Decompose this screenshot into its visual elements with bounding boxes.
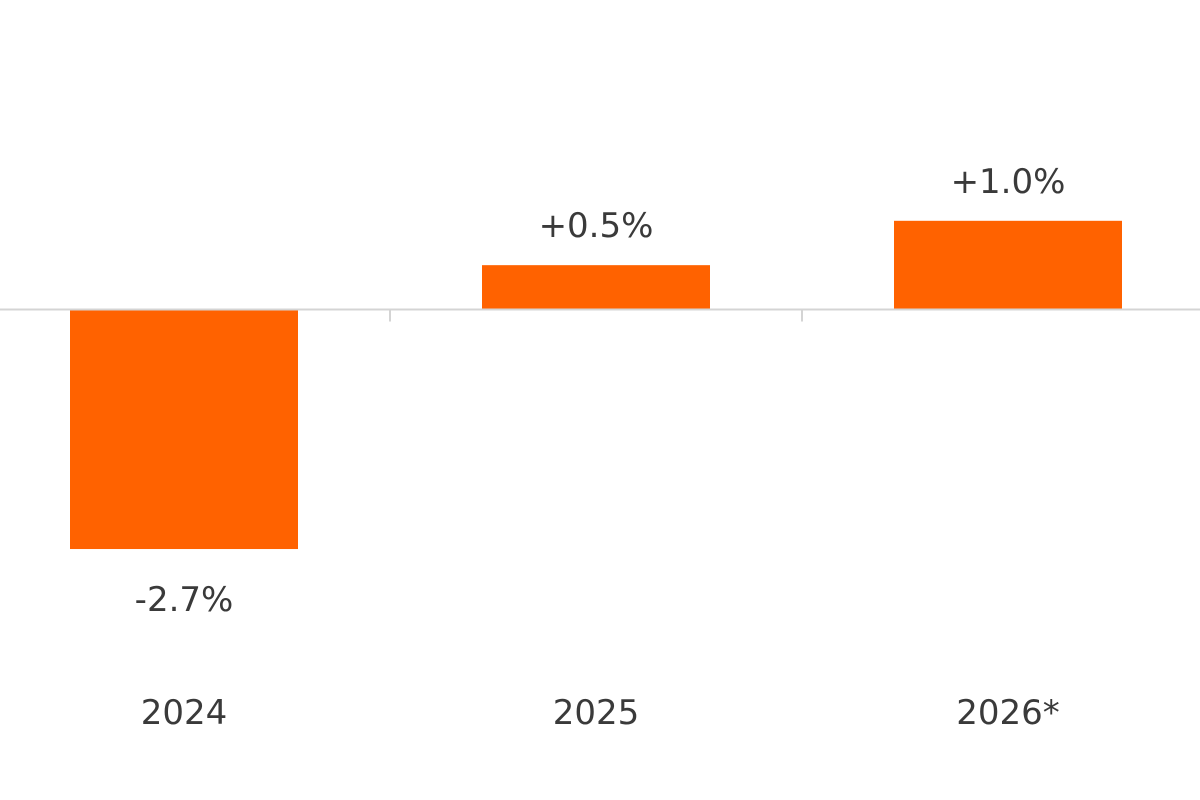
x-tick-label: 2025 bbox=[553, 693, 640, 733]
x-tick-labels-layer: 2024 2025 2026* bbox=[141, 693, 1060, 733]
axis-layer bbox=[0, 308, 1200, 322]
x-tick-label: 2024 bbox=[141, 693, 228, 733]
bar-2024 bbox=[70, 309, 298, 550]
data-label: +1.0% bbox=[951, 162, 1066, 202]
bar-2026 bbox=[894, 220, 1122, 310]
data-label: -2.7% bbox=[135, 580, 234, 620]
value-labels-layer: -2.7% +0.5% +1.0% bbox=[135, 162, 1066, 620]
x-tick-label: 2026* bbox=[956, 693, 1060, 733]
bars-layer bbox=[70, 220, 1122, 550]
data-label: +0.5% bbox=[539, 206, 654, 246]
bar-2025 bbox=[482, 265, 710, 310]
